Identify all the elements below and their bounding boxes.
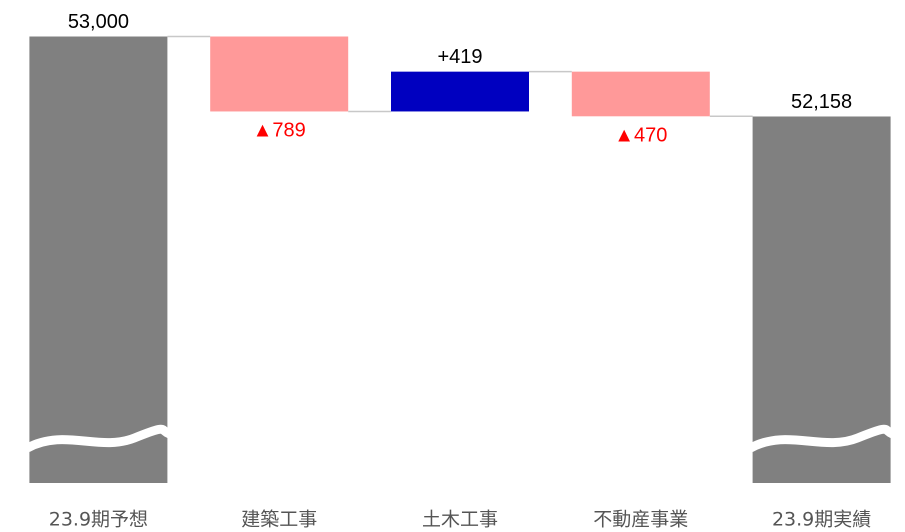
bar — [752, 116, 891, 484]
bar — [210, 36, 349, 112]
bar — [391, 71, 529, 112]
value-label: ▲470 — [614, 125, 667, 147]
bar — [29, 36, 168, 483]
axis-break — [25, 424, 172, 453]
x-tick-label: 土木工事 — [422, 509, 498, 531]
value-label: 52,158 — [791, 91, 852, 113]
value-label: 53,000 — [68, 11, 129, 33]
x-tick-label: 23.9期実績 — [772, 509, 871, 531]
x-tick-label: 不動産事業 — [593, 509, 688, 531]
x-tick-label: 23.9期予想 — [49, 509, 148, 531]
x-tick-label: 建築工事 — [241, 509, 317, 531]
value-label: ▲789 — [253, 120, 306, 142]
value-label: +419 — [437, 46, 482, 68]
bar — [571, 71, 710, 117]
axis-break — [748, 424, 895, 453]
